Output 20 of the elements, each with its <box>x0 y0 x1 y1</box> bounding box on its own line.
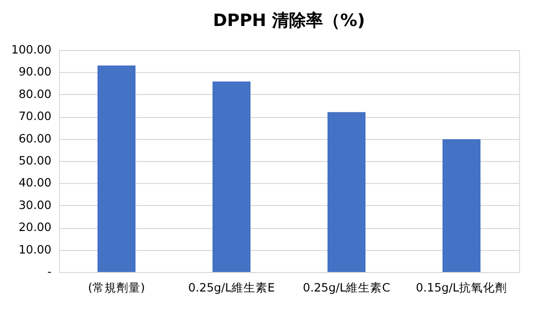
y-tick-label: - <box>47 264 52 278</box>
x-tick-label: 0.15g/L抗氧化劑 <box>416 280 508 294</box>
bar <box>98 66 136 272</box>
x-tick-label: (常規劑量) <box>88 280 145 294</box>
y-tick-label: 80.00 <box>18 86 52 101</box>
chart-title: DPPH 清除率（%) <box>213 11 365 31</box>
y-tick-label: 40.00 <box>18 176 52 190</box>
y-tick-label: 90.00 <box>18 64 52 79</box>
x-tick-label: 0.25g/L維生素E <box>188 280 275 294</box>
bar <box>212 82 250 272</box>
y-tick-label: 100.00 <box>11 42 52 56</box>
y-tick-label: 60.00 <box>18 131 52 146</box>
y-tick-label: 70.00 <box>18 109 52 124</box>
bar <box>442 139 480 272</box>
x-tick-label: 0.25g/L維生素C <box>302 280 390 294</box>
bar <box>328 112 366 272</box>
y-tick-label: 10.00 <box>18 242 52 256</box>
y-tick-label: 20.00 <box>18 220 52 234</box>
y-tick-label: 30.00 <box>18 198 52 212</box>
y-tick-label: 50.00 <box>18 154 52 168</box>
